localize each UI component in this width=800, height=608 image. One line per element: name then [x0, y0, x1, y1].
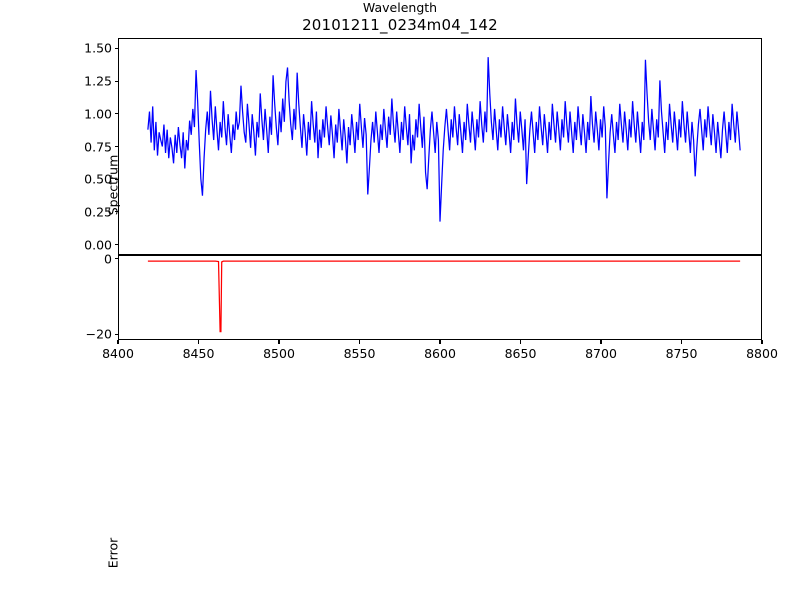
spectrum-y-tick-label: 1.50	[84, 40, 112, 56]
spectrum-y-tick-label: 0.00	[84, 237, 112, 253]
error-y-axis-label: Error	[105, 537, 121, 569]
x-tick-label: 8750	[665, 346, 698, 361]
x-tick	[117, 340, 119, 344]
x-tick-label: 8500	[263, 346, 295, 361]
x-tick-label: 8550	[343, 346, 376, 361]
spectrum-y-tick	[114, 178, 118, 180]
x-tick	[197, 340, 200, 344]
x-tick-label: 8800	[746, 346, 778, 361]
x-tick	[519, 340, 522, 344]
x-tick	[680, 340, 683, 344]
spectrum-y-tick-label: 1.00	[84, 106, 112, 122]
chart-title: 20101211_0234m04_142	[302, 16, 498, 34]
spectrum-line-series	[119, 39, 761, 254]
x-axis-label: Wavelength	[362, 0, 438, 15]
x-tick	[358, 340, 361, 344]
figure-canvas: 20101211_0234m04_142 Spectrum Error Wave…	[84, 0, 778, 568]
error-line-series	[119, 256, 761, 339]
spectrum-y-tick	[114, 211, 118, 213]
spectrum-axes: Spectrum	[106, 38, 762, 255]
x-tick	[761, 340, 763, 344]
spectrum-y-tick	[114, 113, 118, 115]
x-tick-label: 8450	[182, 346, 215, 361]
x-tick	[278, 340, 280, 344]
error-y-tick	[114, 258, 118, 260]
x-tick	[600, 340, 602, 344]
error-y-tick-label: −20	[85, 326, 112, 342]
spectrum-y-tick-label: 0.75	[84, 139, 112, 154]
spectrum-y-tick-label: 1.25	[84, 73, 112, 89]
x-tick-label: 8700	[585, 346, 617, 361]
spectrum-y-tick	[114, 145, 118, 148]
error-axes: Error	[106, 255, 762, 568]
spectrum-y-tick	[114, 47, 118, 49]
x-tick-label: 8600	[424, 346, 456, 361]
error-y-tick-label: 0	[104, 251, 112, 267]
spectrum-y-tick-label: 0.50	[84, 171, 112, 187]
error-y-tick	[114, 333, 118, 335]
spectrum-y-tick	[114, 243, 118, 246]
x-tick-label: 8400	[102, 346, 134, 361]
x-tick-label: 8650	[504, 346, 537, 361]
spectrum-y-tick-label: 0.25	[84, 204, 112, 220]
x-tick	[439, 340, 441, 344]
spectrum-y-tick	[114, 80, 118, 82]
